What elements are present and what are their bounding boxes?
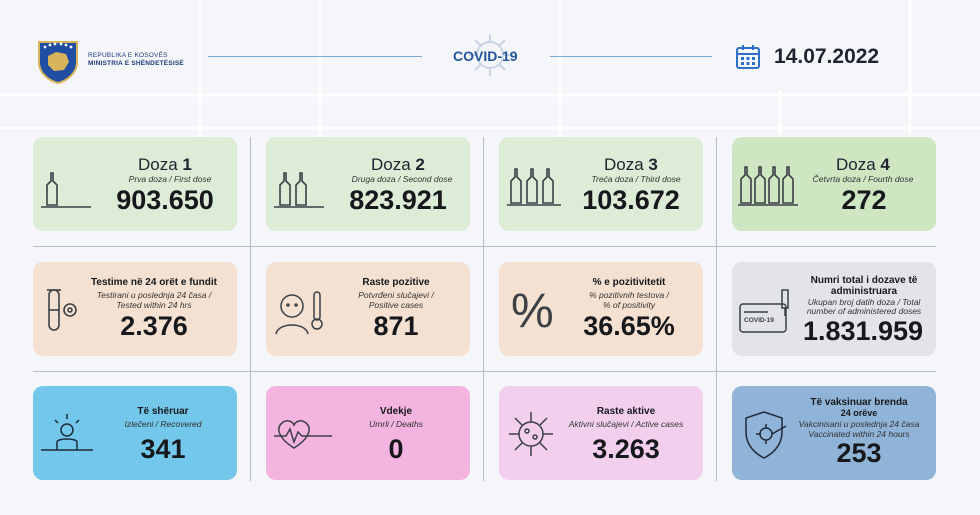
recovered-value: 341 <box>140 434 186 464</box>
column-separator <box>250 137 251 481</box>
recovered-subtitle: Izlečeni / Recovered <box>124 419 202 429</box>
dose-number: 4 <box>880 155 890 174</box>
active-cases-card: Raste aktive Aktivni slučajevi / Active … <box>499 386 703 480</box>
covid-label: COVID-19 <box>453 48 518 64</box>
tests-card: Testime në 24 orët e fundit Testirani u … <box>33 262 237 356</box>
dose-2-card: Doza 2 Druga doza / Second dose 823.921 <box>266 137 470 231</box>
vaccination-card-icon <box>739 289 789 333</box>
header-divider-left <box>208 56 422 57</box>
covid-suffix: -19 <box>497 48 518 64</box>
column-separator <box>483 137 484 481</box>
deaths-subtitle: Umrli / Deaths <box>369 419 423 429</box>
ministry-name: REPUBLIKA E KOSOVËS MINISTRIA E SHËNDETË… <box>88 52 184 68</box>
dose-1-card: Doza 1 Prva doza / First dose 903.650 <box>33 137 237 231</box>
total-doses-subtitle-2: number of administered doses <box>806 306 922 316</box>
test-tube-icon <box>47 289 77 331</box>
dose-label: Doza <box>604 155 649 174</box>
ministry-line-2: MINISTRIA E SHËNDETËSISË <box>88 60 184 67</box>
vial-icon <box>41 172 91 208</box>
kosovo-coat-of-arms-icon <box>38 41 78 84</box>
dose-4-card: Doza 4 Četvrta doza / Fourth dose 272 <box>732 137 936 231</box>
positive-title: Raste pozitive <box>362 277 430 288</box>
positive-value: 871 <box>373 311 419 341</box>
dose-subtitle: Četvrta doza / Fourth dose <box>812 174 914 184</box>
virus-icon <box>509 412 553 456</box>
vials-icon <box>738 166 798 206</box>
total-doses-value: 1.831.959 <box>802 316 924 346</box>
positivity-card: % % e pozitivitetit % pozitivnih testova… <box>499 262 703 356</box>
deaths-title: Vdekje <box>379 406 413 417</box>
total-doses-card: COVID-19 Numri total i dozave të adminis… <box>732 262 936 356</box>
dose-number: 3 <box>648 155 658 174</box>
tests-title: Testime në 24 orët e fundit <box>91 277 217 288</box>
positive-subtitle-1: Potvrđeni slučajevi / <box>358 290 434 300</box>
dose-value: 272 <box>841 185 887 215</box>
deaths-card: Vdekje Umrli / Deaths 0 <box>266 386 470 480</box>
dose-label: Doza <box>371 155 416 174</box>
report-date: 14.07.2022 <box>774 45 880 68</box>
covid-19-badge: COVID-19 <box>744 317 774 324</box>
positivity-value: 36.65% <box>583 311 675 341</box>
vaccinated-24h-subtitle-1: Vakcinisani u poslednja 24 časa <box>798 419 920 429</box>
dose-number: 1 <box>182 155 192 174</box>
tests-subtitle-2: Tested within 24 hrs <box>116 300 192 310</box>
total-doses-title-1: Numri total i dozave të <box>810 275 918 286</box>
positivity-subtitle-1: % pozitivnih testova / <box>589 290 669 300</box>
positivity-title: % e pozitivitetit <box>592 277 666 288</box>
heartbeat-icon <box>274 420 332 449</box>
vaccinated-24h-title-1: Të vaksinuar brenda <box>810 397 908 408</box>
sick-person-thermometer-icon <box>275 291 323 335</box>
positive-cases-card: Raste pozitive Potvrđeni slučajevi / Pos… <box>266 262 470 356</box>
vaccinated-24h-value: 253 <box>836 438 882 468</box>
deaths-value: 0 <box>388 434 404 464</box>
dose-title: Doza 3 <box>604 155 658 175</box>
active-title: Raste aktive <box>596 406 656 417</box>
header: REPUBLIKA E KOSOVËS MINISTRIA E SHËNDETË… <box>0 0 980 110</box>
dose-number: 2 <box>415 155 425 174</box>
virus-watermark-icon <box>469 34 511 76</box>
dose-title: Doza 4 <box>836 155 890 175</box>
ministry-line-1: REPUBLIKA E KOSOVËS <box>88 52 168 59</box>
dose-subtitle: Prva doza / First dose <box>128 174 212 184</box>
covid-text: COVID <box>453 48 498 64</box>
dose-subtitle: Treća doza / Third dose <box>591 174 681 184</box>
total-doses-title-2: administruara <box>830 286 898 297</box>
row-separator <box>33 246 936 247</box>
shield-vaccine-icon <box>745 411 787 459</box>
recovered-card: Të shëruar Izlečeni / Recovered 341 <box>33 386 237 480</box>
dose-3-card: Doza 3 Treća doza / Third dose 103.672 <box>499 137 703 231</box>
tests-subtitle-1: Testirani u poslednja 24 časa / <box>96 290 212 300</box>
recovered-title: Të shëruar <box>137 406 189 417</box>
recovered-person-icon <box>41 414 93 451</box>
row-separator <box>33 371 936 372</box>
positive-subtitle-2: Positive cases <box>368 300 424 310</box>
dose-label: Doza <box>836 155 881 174</box>
dose-title: Doza 2 <box>371 155 425 175</box>
vials-icon <box>274 172 324 208</box>
vaccinated-24h-title-2: 24 orëve <box>840 408 878 418</box>
vials-icon <box>507 168 561 206</box>
vaccinated-24h-subtitle-2: Vaccinated within 24 hours <box>808 429 910 439</box>
active-value: 3.263 <box>592 434 660 464</box>
dose-value: 103.672 <box>582 185 680 215</box>
dose-label: Doza <box>138 155 183 174</box>
active-subtitle: Aktivni slučajevi / Active cases <box>568 419 684 429</box>
tests-value: 2.376 <box>120 311 188 341</box>
header-divider-right <box>550 56 712 57</box>
dose-value: 823.921 <box>349 185 447 215</box>
positivity-subtitle-2: % of positivity <box>603 300 655 310</box>
dose-title: Doza 1 <box>138 155 192 175</box>
dose-subtitle: Druga doza / Second dose <box>351 174 453 184</box>
percent-icon: % <box>511 285 554 338</box>
column-separator <box>716 137 717 481</box>
vaccinated-24h-card: Të vaksinuar brenda 24 orëve Vakcinisani… <box>732 386 936 480</box>
calendar-icon <box>736 45 760 69</box>
total-doses-subtitle-1: Ukupan broj datih doza / Total <box>807 297 921 307</box>
dose-value: 903.650 <box>116 185 214 215</box>
